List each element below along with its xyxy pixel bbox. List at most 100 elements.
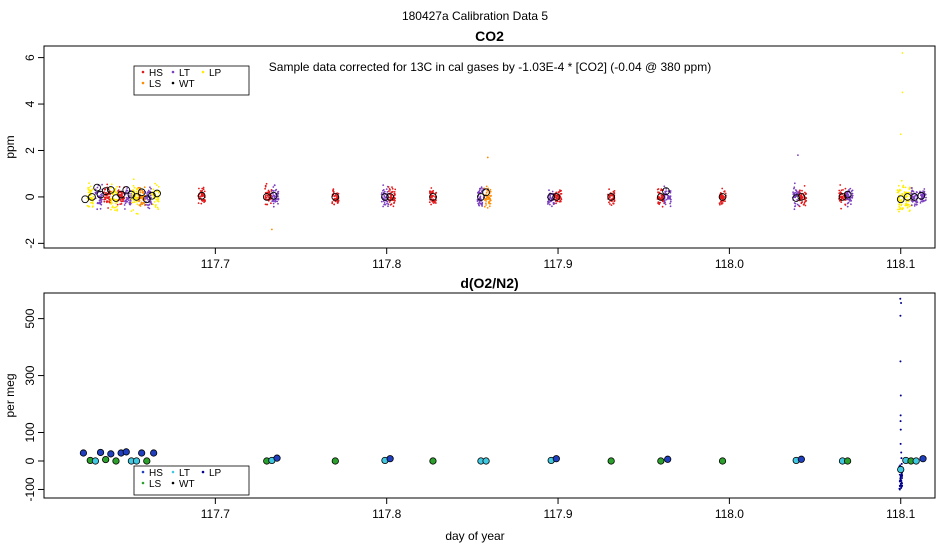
sample-point	[657, 191, 660, 194]
flask-mean-marker	[897, 465, 905, 474]
sample-point	[111, 206, 114, 209]
sample-point	[198, 187, 200, 190]
sample-point	[98, 199, 101, 202]
sample-point	[915, 191, 918, 193]
sample-point	[488, 205, 491, 208]
flask-mean-marker	[429, 457, 437, 465]
sample-point	[560, 197, 562, 200]
sample-point	[132, 178, 135, 181]
sample-point	[89, 194, 92, 197]
legend-box	[133, 465, 250, 496]
sample-point	[557, 194, 559, 197]
sample-point	[800, 202, 803, 205]
sample-point	[391, 187, 394, 190]
sample-point	[483, 205, 486, 208]
sample-point	[910, 204, 913, 207]
legend-entry: LT	[179, 68, 190, 79]
sample-point	[800, 194, 803, 197]
sample-point	[795, 190, 798, 193]
sample-point	[201, 189, 204, 192]
sample-point	[333, 203, 336, 206]
sample-point	[556, 200, 559, 203]
flask-mean-marker	[843, 190, 852, 199]
flask-mean-marker	[482, 188, 490, 197]
sample-point	[139, 197, 142, 200]
sample-point	[609, 203, 611, 205]
sample-point	[485, 185, 488, 188]
sample-point	[337, 192, 340, 195]
sample-point	[139, 203, 142, 206]
panel-title: d(O2/N2)	[460, 275, 518, 291]
sample-point	[842, 189, 844, 191]
co2-panel: CO2 ppm 117.7 117.8 117.9 118.0 118.1 -2 0 2 4 6 Sam…	[3, 28, 936, 271]
sample-point	[906, 203, 909, 206]
sample-point	[902, 207, 904, 210]
sample-point	[668, 195, 671, 198]
sample-point	[94, 188, 97, 191]
sample-point	[143, 202, 145, 205]
sample-point	[489, 190, 492, 193]
plot-frame	[43, 45, 936, 249]
sample-point	[155, 198, 158, 201]
spike-point	[899, 442, 902, 445]
sample-point	[265, 203, 268, 206]
sample-point	[722, 197, 724, 200]
sample-point	[477, 202, 480, 205]
sample-point	[793, 182, 796, 185]
sample-point	[904, 186, 907, 189]
sample-point	[434, 196, 437, 198]
sample-point	[908, 210, 911, 213]
sample-point	[384, 203, 387, 206]
sample-point	[805, 199, 808, 202]
sample-point	[665, 198, 668, 201]
sample-point	[128, 203, 131, 206]
sample-point	[718, 202, 721, 205]
x-tick-label: 118.0	[715, 507, 744, 521]
sample-point	[900, 203, 903, 206]
sample-point	[273, 184, 276, 187]
sample-point	[801, 196, 804, 199]
sample-point	[428, 201, 431, 204]
sample-point	[116, 208, 119, 211]
sample-point	[391, 191, 393, 194]
sample-point	[114, 209, 116, 212]
sample-point	[488, 202, 491, 205]
sample-point	[386, 202, 388, 205]
sample-point	[116, 205, 118, 208]
sample-point	[200, 194, 203, 197]
flask-mean-marker	[381, 193, 389, 201]
sample-point	[487, 198, 489, 201]
sample-point	[904, 195, 907, 198]
sample-point	[478, 191, 481, 194]
x-tick-label: 118.1	[886, 257, 915, 271]
sample-point	[479, 195, 482, 198]
sample-point	[432, 191, 434, 194]
flask-mean-marker	[132, 457, 141, 465]
flask-mean-marker	[386, 455, 394, 463]
sample-point	[488, 200, 490, 203]
sample-point	[109, 190, 111, 193]
sample-point	[435, 191, 438, 194]
sample-point	[478, 201, 481, 204]
sample-point	[156, 200, 159, 202]
sample-point	[908, 205, 911, 208]
sample-point	[125, 196, 128, 199]
legend-swatch	[201, 470, 205, 474]
sample-point	[116, 203, 119, 206]
sample-point	[103, 200, 106, 203]
sample-point	[202, 186, 205, 189]
sample-point	[669, 200, 672, 203]
sample-point	[552, 202, 555, 204]
sample-point	[132, 209, 135, 211]
sample-point	[99, 203, 102, 205]
x-tick-label: 117.9	[543, 507, 572, 521]
sample-point	[111, 202, 113, 205]
sample-point	[559, 200, 562, 203]
sample-point	[264, 203, 267, 206]
flask-mean-marker	[81, 195, 89, 204]
sample-point	[154, 182, 157, 185]
flask-mean-marker	[153, 189, 161, 198]
sample-point	[551, 205, 553, 208]
sample-point	[911, 195, 914, 198]
sample-point	[613, 199, 616, 202]
